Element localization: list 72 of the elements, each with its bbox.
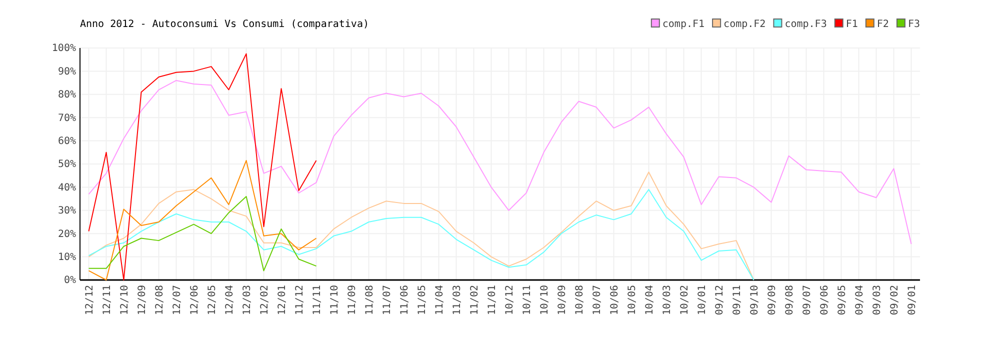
legend-label: comp.F3 [784, 19, 827, 30]
x-tick-label: 10/03 [662, 285, 673, 316]
x-tick-label: 09/04 [854, 285, 866, 316]
x-tick-label: 09/08 [784, 285, 796, 316]
y-tick-label: 40% [58, 182, 76, 194]
x-tick-label: 12/05 [206, 285, 218, 316]
x-tick-label: 10/07 [592, 285, 603, 316]
y-tick-label: 30% [58, 206, 76, 217]
y-tick-label: 60% [58, 136, 76, 147]
chart-title: Anno 2012 - Autoconsumi Vs Consumi (comparativa) [80, 19, 369, 30]
x-tick-label: 11/10 [329, 285, 340, 316]
x-tick-label: 11/06 [399, 285, 410, 316]
legend-label: F2 [876, 19, 889, 30]
x-tick-label: 09/05 [836, 285, 848, 316]
y-tick-label: 100% [52, 43, 76, 54]
y-tick-label: 20% [58, 228, 76, 240]
x-tick-label: 09/07 [802, 285, 813, 316]
x-tick-label: 11/07 [382, 285, 393, 316]
y-tick-label: 90% [58, 66, 76, 78]
x-tick-label: 10/04 [644, 285, 656, 316]
x-tick-label: 09/10 [749, 285, 760, 316]
line-series [88, 53, 317, 280]
x-tick-label: 09/09 [766, 285, 778, 316]
x-tick-label: 10/02 [679, 285, 690, 316]
x-tick-label: 12/10 [119, 285, 130, 316]
line-series [88, 172, 754, 280]
x-tick-label: 10/01 [696, 285, 708, 316]
x-tick-label: 11/04 [434, 285, 446, 316]
x-tick-label: 09/11 [732, 285, 743, 316]
line-series [88, 189, 754, 280]
x-tick-label: 11/05 [416, 285, 428, 316]
x-tick-label: 11/08 [364, 285, 376, 316]
y-tick-label: 0% [64, 275, 76, 286]
x-tick-label: 10/11 [522, 285, 533, 316]
x-tick-label: 12/06 [189, 285, 200, 316]
y-tick-label: 50% [58, 159, 76, 170]
x-tick-label: 11/11 [312, 285, 323, 316]
x-tick-label: 12/11 [102, 285, 113, 316]
y-tick-label: 70% [58, 112, 76, 124]
y-tick-label: 10% [58, 252, 76, 263]
line-series [88, 80, 912, 245]
line-series [88, 196, 317, 272]
x-tick-label: 09/12 [714, 285, 726, 316]
y-tick-label: 80% [58, 90, 76, 101]
x-tick-label: 11/12 [294, 285, 306, 316]
x-tick-label: 12/12 [84, 285, 96, 316]
x-tick-label: 11/03 [452, 285, 463, 316]
x-tick-label: 12/08 [154, 285, 166, 316]
x-tick-label: 11/09 [346, 285, 358, 316]
legend-label: F3 [908, 19, 920, 30]
legend-label: comp.F1 [662, 19, 705, 30]
x-tick-label: 12/07 [172, 285, 183, 316]
x-tick-label: 11/02 [469, 285, 480, 316]
x-tick-label: 09/03 [872, 285, 883, 316]
x-tick-label: 09/02 [889, 285, 900, 316]
legend-label: F1 [846, 19, 858, 30]
x-tick-label: 12/03 [242, 285, 253, 316]
x-tick-label: 10/09 [556, 285, 568, 316]
x-tick-label: 09/06 [819, 285, 830, 316]
x-tick-label: 10/05 [626, 285, 638, 316]
line-series [88, 160, 317, 280]
x-tick-label: 12/04 [224, 285, 236, 316]
x-tick-label: 10/10 [539, 285, 550, 316]
x-tick-label: 12/09 [136, 285, 148, 316]
x-tick-label: 10/12 [504, 285, 516, 316]
x-tick-label: 11/01 [486, 285, 498, 316]
x-tick-label: 12/02 [259, 285, 270, 316]
x-tick-label: 10/06 [609, 285, 620, 316]
x-tick-label: 09/01 [906, 285, 918, 316]
x-tick-label: 10/08 [574, 285, 586, 316]
legend-label: comp.F2 [724, 19, 766, 30]
x-tick-label: 12/01 [276, 285, 288, 316]
